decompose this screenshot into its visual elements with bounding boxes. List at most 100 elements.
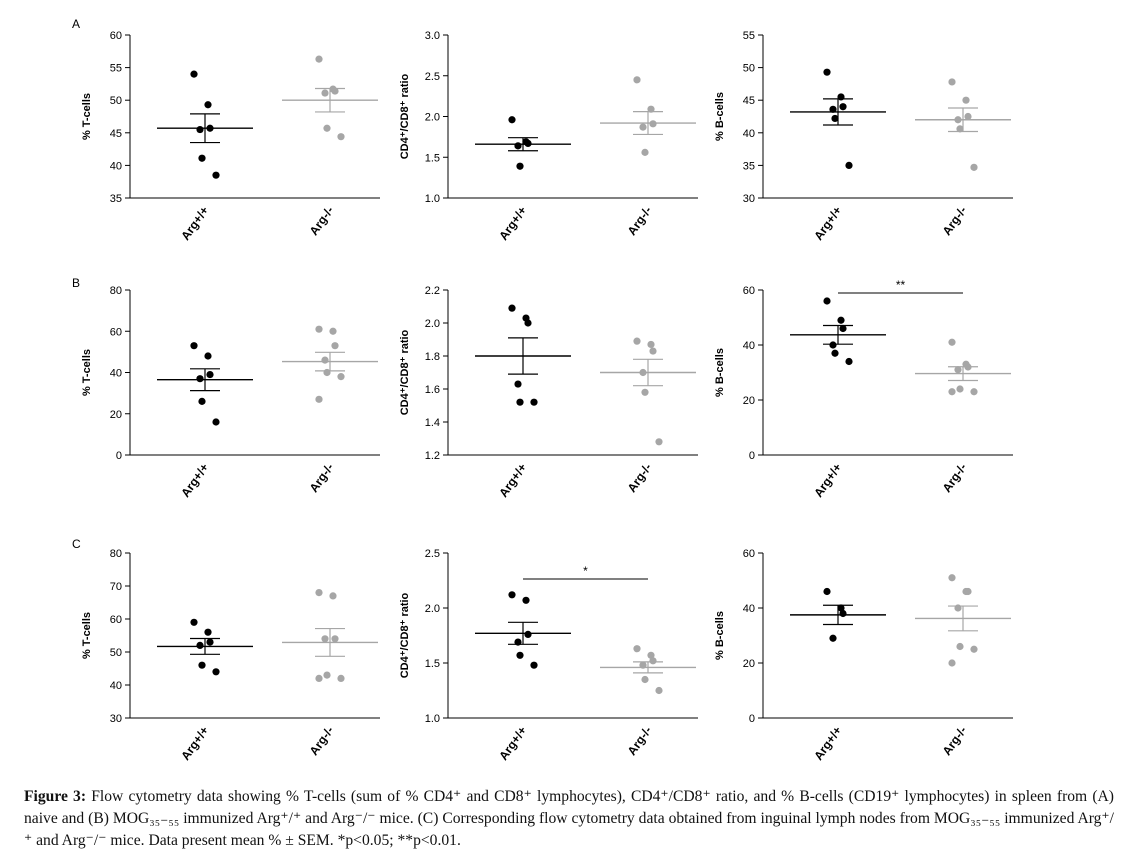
data-point bbox=[331, 342, 339, 350]
data-point bbox=[315, 589, 323, 597]
data-point bbox=[524, 319, 532, 327]
data-point bbox=[196, 125, 204, 134]
x-tick-label: Arg-/- bbox=[940, 724, 970, 758]
data-point bbox=[964, 363, 972, 371]
data-point bbox=[508, 591, 516, 599]
data-point bbox=[524, 139, 532, 147]
y-axis-label: % B-cells bbox=[714, 611, 726, 660]
data-point bbox=[212, 418, 220, 426]
y-tick-label: 60 bbox=[110, 30, 122, 42]
data-point bbox=[337, 133, 345, 141]
data-point bbox=[948, 388, 956, 396]
y-tick-label: 40 bbox=[743, 128, 755, 140]
x-tick-label: Arg+/+ bbox=[178, 204, 211, 243]
y-tick-label: 0 bbox=[749, 450, 755, 462]
data-point bbox=[530, 661, 538, 669]
data-point bbox=[206, 124, 214, 132]
data-point bbox=[514, 638, 522, 646]
caption-text: Flow cytometry data showing % T-cells (s… bbox=[24, 788, 1115, 849]
y-tick-label: 55 bbox=[110, 63, 122, 75]
x-tick-label: Arg+/+ bbox=[178, 461, 211, 500]
data-point bbox=[190, 70, 198, 78]
data-point bbox=[647, 105, 655, 113]
y-tick-label: 0 bbox=[116, 450, 122, 462]
data-point bbox=[948, 78, 956, 86]
data-point bbox=[956, 125, 964, 133]
data-point bbox=[970, 163, 978, 171]
y-axis-label: % B-cells bbox=[714, 348, 726, 397]
y-axis-label: % T-cells bbox=[81, 93, 93, 140]
data-point bbox=[639, 661, 647, 669]
chart-panel-6: 0 20 40 60 % B-cells Arg+/+ Arg-/- ** bbox=[714, 278, 1013, 500]
data-point bbox=[212, 668, 220, 676]
data-point bbox=[641, 675, 649, 684]
y-tick-label: 40 bbox=[743, 340, 755, 352]
data-point bbox=[530, 398, 538, 406]
data-point bbox=[315, 674, 323, 683]
chart-panel-9: 0 20 40 60 % B-cells Arg+/+ Arg-/- bbox=[714, 548, 1013, 763]
y-tick-label: 1.5 bbox=[425, 658, 440, 670]
y-tick-label: 60 bbox=[110, 326, 122, 338]
data-point bbox=[323, 671, 331, 679]
data-point bbox=[508, 304, 516, 312]
data-point bbox=[954, 604, 962, 612]
y-tick-label: 45 bbox=[743, 95, 755, 107]
chart-panel-3: 30 35 40 45 50 55 % B-cells Arg+/+ Arg-/- bbox=[714, 30, 1013, 243]
x-tick-label: Arg-/- bbox=[940, 461, 970, 495]
data-point bbox=[639, 123, 647, 131]
data-point bbox=[212, 171, 220, 179]
data-point bbox=[337, 674, 345, 683]
data-point bbox=[198, 397, 206, 405]
y-tick-label: 0 bbox=[749, 713, 755, 725]
data-point bbox=[337, 373, 345, 381]
data-point bbox=[514, 142, 522, 150]
data-point bbox=[954, 116, 962, 124]
y-tick-label: 20 bbox=[743, 658, 755, 670]
x-tick-label: Arg+/+ bbox=[496, 461, 529, 500]
data-point bbox=[508, 116, 516, 124]
data-point bbox=[956, 385, 964, 393]
y-tick-label: 60 bbox=[110, 614, 122, 626]
data-point bbox=[331, 87, 339, 95]
y-tick-label: 20 bbox=[110, 409, 122, 421]
y-tick-label: 1.2 bbox=[425, 450, 440, 462]
x-tick-label: Arg+/+ bbox=[811, 724, 844, 763]
y-tick-label: 40 bbox=[743, 603, 755, 615]
chart-panel-5: 1.2 1.4 1.6 1.8 2.0 2.2 CD4⁺/CD8⁺ ratio Arg+/+ A… bbox=[399, 285, 698, 500]
data-point bbox=[315, 325, 323, 333]
data-point bbox=[647, 651, 655, 659]
data-point bbox=[964, 587, 972, 596]
x-tick-label: Arg-/- bbox=[307, 204, 337, 238]
data-point bbox=[970, 645, 978, 653]
data-point bbox=[845, 161, 853, 169]
data-point bbox=[206, 638, 214, 646]
panel-label: C bbox=[72, 537, 81, 551]
y-axis-label: % T-cells bbox=[81, 612, 93, 659]
data-point bbox=[204, 628, 212, 636]
y-tick-label: 30 bbox=[743, 193, 755, 205]
y-tick-label: 50 bbox=[743, 63, 755, 75]
y-tick-label: 1.4 bbox=[425, 417, 440, 429]
y-tick-label: 2.0 bbox=[425, 318, 440, 330]
data-point bbox=[198, 661, 206, 669]
data-point bbox=[831, 349, 839, 357]
data-point bbox=[823, 297, 831, 305]
caption-label: Figure 3: bbox=[24, 788, 87, 805]
data-point bbox=[962, 96, 970, 104]
y-tick-label: 1.5 bbox=[425, 152, 440, 164]
chart-panel-2: 1.0 1.5 2.0 2.5 3.0 CD4⁺/CD8⁺ ratio Arg+/+ Arg-… bbox=[399, 30, 698, 243]
data-point bbox=[323, 124, 331, 132]
y-tick-label: 1.8 bbox=[425, 351, 440, 363]
data-point bbox=[331, 635, 339, 643]
y-tick-label: 55 bbox=[743, 30, 755, 42]
data-point bbox=[647, 340, 655, 349]
y-tick-label: 60 bbox=[743, 548, 755, 560]
y-tick-label: 40 bbox=[110, 680, 122, 692]
data-point bbox=[315, 55, 323, 63]
x-tick-label: Arg-/- bbox=[307, 461, 337, 495]
data-point bbox=[954, 366, 962, 374]
data-point bbox=[639, 368, 647, 377]
panel-label: A bbox=[72, 17, 80, 31]
data-point bbox=[516, 651, 524, 659]
data-point bbox=[633, 76, 641, 84]
